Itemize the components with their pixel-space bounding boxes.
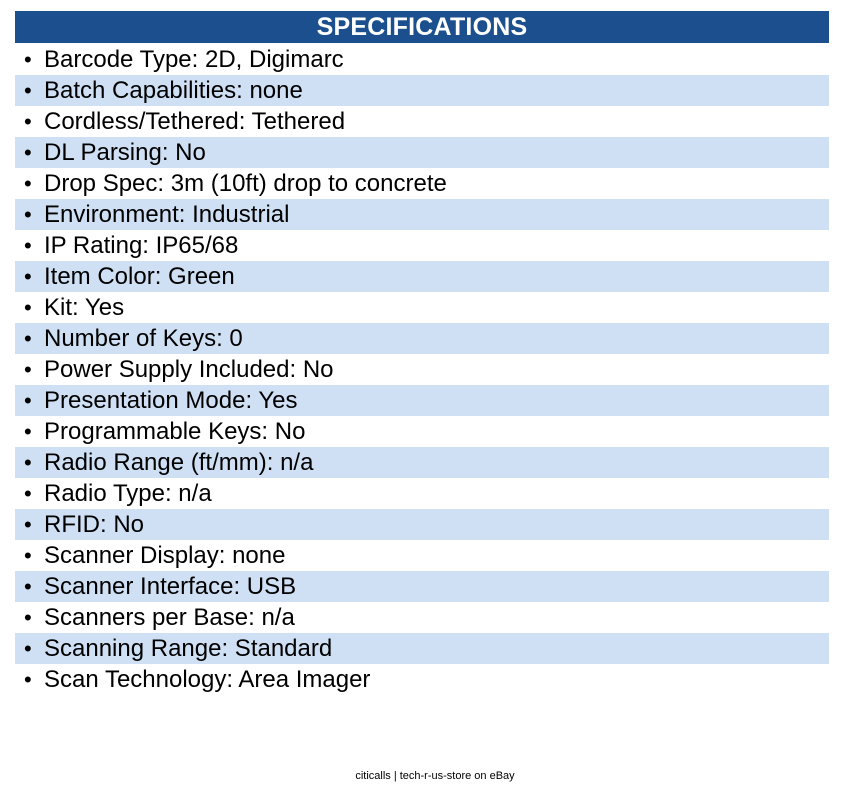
spec-text: Number of Keys: 0 [44,325,243,352]
spec-row: • Cordless/Tethered: Tethered [15,106,829,137]
spec-row: • DL Parsing: No [15,137,829,168]
bullet-icon: • [24,47,32,72]
bullet-icon: • [24,295,32,320]
spec-row: • Radio Type: n/a [15,478,829,509]
spec-row: • Scan Technology: Area Imager [15,664,829,695]
spec-text: Scanners per Base: n/a [44,604,295,631]
spec-row: • Item Color: Green [15,261,829,292]
bullet-icon: • [24,574,32,599]
spec-text: Radio Type: n/a [44,480,212,507]
spec-text: Programmable Keys: No [44,418,306,445]
spec-row: • Barcode Type: 2D, Digimarc [15,44,829,75]
spec-text: Scanner Display: none [44,542,286,569]
spec-row: • RFID: No [15,509,829,540]
spec-row: • Scanning Range: Standard [15,633,829,664]
spec-row: • Scanners per Base: n/a [15,602,829,633]
spec-text: Barcode Type: 2D, Digimarc [44,46,344,73]
bullet-icon: • [24,543,32,568]
spec-text: Batch Capabilities: none [44,77,303,104]
spec-text: Scanning Range: Standard [44,635,333,662]
bullet-icon: • [24,419,32,444]
bullet-icon: • [24,605,32,630]
spec-row: • Radio Range (ft/mm): n/a [15,447,829,478]
bullet-icon: • [24,636,32,661]
spec-row: • Programmable Keys: No [15,416,829,447]
specifications-header: SPECIFICATIONS [15,11,829,43]
spec-row: • Number of Keys: 0 [15,323,829,354]
bullet-icon: • [24,512,32,537]
spec-row: • IP Rating: IP65/68 [15,230,829,261]
bullet-icon: • [24,667,32,692]
bullet-icon: • [24,109,32,134]
spec-text: Radio Range (ft/mm): n/a [44,449,314,476]
spec-list: • Barcode Type: 2D, Digimarc • Batch Capab… [15,44,829,695]
spec-text: Presentation Mode: Yes [44,387,298,414]
spec-row: • Batch Capabilities: none [15,75,829,106]
spec-row: • Presentation Mode: Yes [15,385,829,416]
spec-row: • Drop Spec: 3m (10ft) drop to concrete [15,168,829,199]
spec-text: Power Supply Included: No [44,356,334,383]
spec-text: Drop Spec: 3m (10ft) drop to concrete [44,170,447,197]
spec-text: Cordless/Tethered: Tethered [44,108,346,135]
spec-text: RFID: No [44,511,145,538]
spec-text: Kit: Yes [44,294,125,321]
spec-text: IP Rating: IP65/68 [44,232,239,259]
bullet-icon: • [24,326,32,351]
spec-text: Item Color: Green [44,263,235,290]
bullet-icon: • [24,140,32,165]
spec-text: Scan Technology: Area Imager [44,666,371,693]
spec-row: • Kit: Yes [15,292,829,323]
spec-row: • Scanner Interface: USB [15,571,829,602]
spec-row: • Environment: Industrial [15,199,829,230]
spec-row: • Power Supply Included: No [15,354,829,385]
bullet-icon: • [24,233,32,258]
bullet-icon: • [24,264,32,289]
bullet-icon: • [24,388,32,413]
footer-credit: citicalls | tech-r-us-store on eBay [355,770,515,782]
spec-row: • Scanner Display: none [15,540,829,571]
bullet-icon: • [24,171,32,196]
bullet-icon: • [24,481,32,506]
bullet-icon: • [24,357,32,382]
bullet-icon: • [24,202,32,227]
spec-text: DL Parsing: No [44,139,206,166]
bullet-icon: • [24,78,32,103]
spec-text: Scanner Interface: USB [44,573,297,600]
bullet-icon: • [24,450,32,475]
spec-text: Environment: Industrial [44,201,290,228]
